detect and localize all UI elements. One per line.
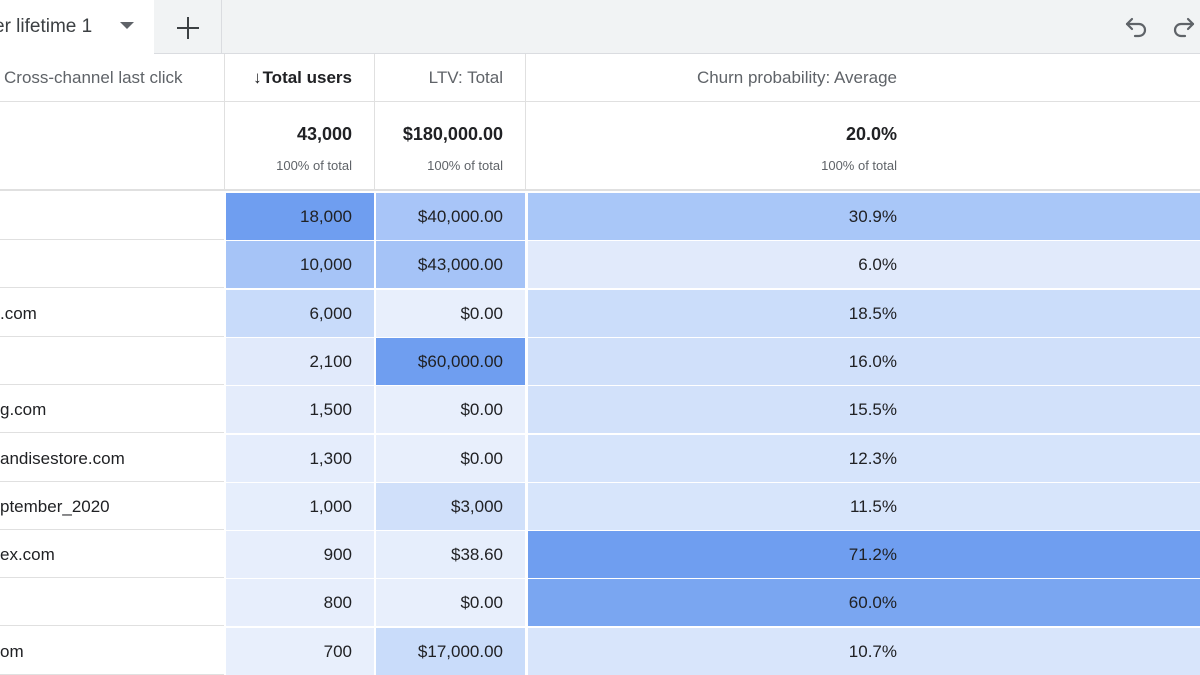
total-churn-cell: 20.0% 100% of total bbox=[525, 102, 1200, 191]
churn-cell-value: 60.0% bbox=[848, 593, 897, 613]
table-row[interactable]: 2,100 $60,000.00 16.0% bbox=[0, 337, 1200, 386]
dimension-cell: ptember_2020 bbox=[0, 482, 224, 530]
column-header-churn[interactable]: Churn probability: Average bbox=[525, 54, 1200, 102]
table-row[interactable]: .com 6,000 $0.00 18.5% bbox=[0, 289, 1200, 338]
ltv-cell: $17,000.00 bbox=[374, 627, 525, 675]
dimension-cell bbox=[0, 193, 224, 240]
dimension-cell: ex.com bbox=[0, 531, 224, 579]
total-users-cell: 10,000 bbox=[224, 241, 374, 289]
churn-cell: 71.2% bbox=[525, 531, 1200, 579]
total-users-cell: 700 bbox=[224, 627, 374, 675]
total-users-cell: 800 bbox=[224, 579, 374, 627]
dimension-cell bbox=[0, 337, 224, 385]
churn-cell-value: 30.9% bbox=[848, 207, 897, 226]
total-users-value: 43,000 bbox=[296, 124, 352, 144]
total-users-cell: 43,000 100% of total bbox=[224, 102, 374, 191]
churn-cell: 12.3% bbox=[525, 434, 1200, 482]
table-row[interactable]: g.com 1,500 $0.00 15.5% bbox=[0, 386, 1200, 435]
churn-cell-value: 71.2% bbox=[848, 545, 897, 565]
total-users-cell: 18,000 bbox=[224, 193, 374, 240]
churn-cell: 16.0% bbox=[525, 337, 1200, 385]
table-row[interactable]: ex.com 900 $38.60 71.2% bbox=[0, 531, 1200, 580]
total-churn-share: 100% of total bbox=[821, 158, 897, 173]
ltv-cell: $40,000.00 bbox=[374, 193, 525, 240]
ltv-cell: $3,000 bbox=[374, 482, 525, 530]
churn-cell-value: 11.5% bbox=[850, 496, 897, 516]
ltv-cell: $0.00 bbox=[374, 579, 525, 627]
dimension-cell: om bbox=[0, 627, 224, 675]
undo-icon[interactable] bbox=[1124, 12, 1150, 38]
table-row[interactable]: 800 $0.00 60.0% bbox=[0, 579, 1200, 628]
column-header-total-users-label: Total users bbox=[262, 68, 352, 87]
churn-cell-value: 6.0% bbox=[858, 255, 897, 275]
ltv-cell: $60,000.00 bbox=[374, 337, 525, 385]
churn-cell: 30.9% bbox=[525, 193, 1200, 240]
total-churn-value: 20.0% bbox=[845, 124, 897, 144]
dimension-cell bbox=[0, 579, 224, 627]
total-users-cell: 1,500 bbox=[224, 386, 374, 434]
arrow-down-icon: ↓ bbox=[253, 68, 262, 87]
column-header-dimension[interactable]: Cross-channel last click bbox=[4, 68, 183, 87]
churn-cell: 6.0% bbox=[525, 241, 1200, 289]
ltv-cell: $0.00 bbox=[374, 386, 525, 434]
add-tab-button[interactable] bbox=[154, 0, 222, 54]
churn-cell: 60.0% bbox=[525, 579, 1200, 627]
column-header-churn-label: Churn probability: Average bbox=[696, 68, 897, 87]
caret-down-icon[interactable] bbox=[120, 22, 134, 29]
churn-cell-value: 16.0% bbox=[848, 351, 897, 371]
tab-bar: er lifetime 1 bbox=[0, 0, 1200, 55]
redo-icon[interactable] bbox=[1170, 12, 1196, 38]
churn-cell: 10.7% bbox=[525, 627, 1200, 675]
dimension-cell bbox=[0, 241, 224, 289]
tab-label: er lifetime 1 bbox=[0, 16, 93, 37]
churn-cell: 11.5% bbox=[525, 482, 1200, 530]
churn-cell: 18.5% bbox=[525, 289, 1200, 337]
churn-cell: 15.5% bbox=[525, 386, 1200, 434]
table-row[interactable]: 10,000 $43,000.00 6.0% bbox=[0, 241, 1200, 290]
total-users-cell: 900 bbox=[224, 531, 374, 579]
total-users-cell: 6,000 bbox=[224, 289, 374, 337]
total-users-cell: 2,100 bbox=[224, 337, 374, 385]
ltv-cell: $0.00 bbox=[374, 434, 525, 482]
churn-cell-value: 15.5% bbox=[848, 400, 897, 420]
column-header-total-users[interactable]: ↓Total users bbox=[224, 54, 374, 102]
total-ltv-cell: $180,000.00 100% of total bbox=[374, 102, 525, 191]
total-users-share: 100% of total bbox=[276, 158, 352, 173]
ltv-cell: $38.60 bbox=[374, 531, 525, 579]
total-users-cell: 1,000 bbox=[224, 482, 374, 530]
total-users-cell: 1,300 bbox=[224, 434, 374, 482]
dimension-cell: .com bbox=[0, 289, 224, 337]
dimension-cell: g.com bbox=[0, 386, 224, 434]
dimension-cell: andisestore.com bbox=[0, 434, 224, 482]
table-row[interactable]: ptember_2020 1,000 $3,000 11.5% bbox=[0, 482, 1200, 531]
churn-cell-value: 18.5% bbox=[848, 303, 897, 323]
table-row[interactable]: om 700 $17,000.00 10.7% bbox=[0, 627, 1200, 675]
table-header: Cross-channel last click ↓Total users LT… bbox=[0, 54, 1200, 102]
churn-cell-value: 12.3% bbox=[848, 448, 897, 468]
total-ltv-share: 100% of total bbox=[427, 158, 503, 173]
total-ltv-value: $180,000.00 bbox=[402, 124, 503, 144]
column-header-ltv[interactable]: LTV: Total bbox=[374, 54, 525, 102]
totals-row: 43,000 100% of total $180,000.00 100% of… bbox=[0, 102, 1200, 191]
table-row[interactable]: 18,000 $40,000.00 30.9% bbox=[0, 193, 1200, 241]
ltv-cell: $0.00 bbox=[374, 289, 525, 337]
ltv-cell: $43,000.00 bbox=[374, 241, 525, 289]
plus-icon bbox=[176, 16, 200, 40]
churn-cell-value: 10.7% bbox=[848, 641, 897, 661]
table-row[interactable]: andisestore.com 1,300 $0.00 12.3% bbox=[0, 434, 1200, 483]
tab-active[interactable]: er lifetime 1 bbox=[0, 0, 154, 55]
